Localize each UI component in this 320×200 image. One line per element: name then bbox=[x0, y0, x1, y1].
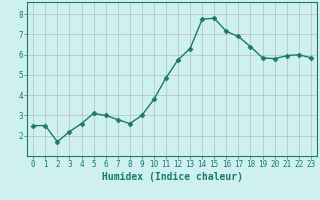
X-axis label: Humidex (Indice chaleur): Humidex (Indice chaleur) bbox=[101, 172, 243, 182]
